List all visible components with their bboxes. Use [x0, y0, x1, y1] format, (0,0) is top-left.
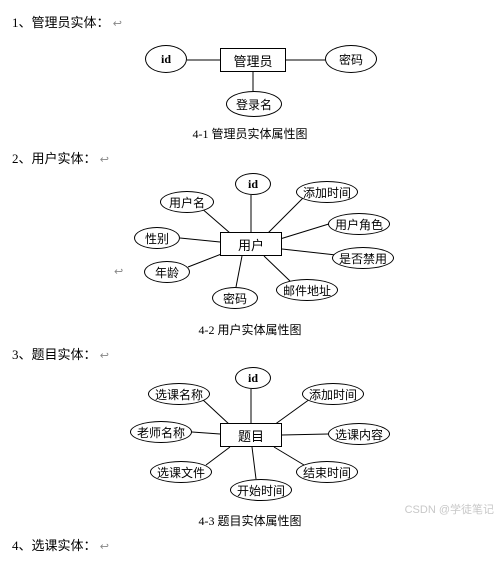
diagram-admin: 管理员 id 密码登录名 [90, 33, 410, 123]
attribute-oval: id [235, 173, 271, 195]
diagram-user: 用户 id 用户名性别年龄 ↩ 密码邮件地址 是否禁用 用户角色 添加时间 [80, 169, 420, 319]
section-title-1: 1、管理员实体： ↩ [12, 12, 488, 31]
sec4-title: 选课实体： [32, 538, 97, 553]
attribute-oval: 选课名称 [148, 383, 210, 405]
sec1-num: 1、 [12, 15, 32, 30]
section-title-2: 2、用户实体： ↩ [12, 148, 488, 167]
return-icon: ↩ [100, 541, 109, 553]
attribute-oval: 选课内容 [328, 423, 390, 445]
return-icon: ↩ [113, 18, 122, 30]
attribute-oval: 用户角色 [328, 213, 390, 235]
caption-2: 4-2 用户实体属性图 [12, 321, 488, 338]
entity-box: 管理员 [220, 48, 286, 72]
attribute-oval: 年龄 [144, 261, 190, 283]
sec2-title: 用户实体： [32, 151, 97, 166]
return-icon: ↩ [114, 265, 123, 278]
attribute-oval: 老师名称 [130, 421, 192, 443]
watermark: CSDN @学徒笔记 [405, 501, 494, 517]
attribute-oval: 开始时间 [230, 479, 292, 501]
attribute-oval: 结束时间 [296, 461, 358, 483]
caption-1: 4-1 管理员实体属性图 [12, 125, 488, 142]
attribute-oval: 性别 [134, 227, 180, 249]
attribute-oval: 密码 [212, 287, 258, 309]
entity-box: 题目 [220, 423, 282, 447]
sec2-num: 2、 [12, 151, 32, 166]
diagram-topic: 题目 id 选课名称老师名称选课文件开始时间结束时间 选课内容 添加时间 [80, 365, 420, 510]
section-title-4: 4、选课实体： ↩ [12, 535, 488, 554]
attribute-oval: 用户名 [160, 191, 214, 213]
sec1-title: 管理员实体： [32, 15, 110, 30]
section-title-3: 3、题目实体： ↩ [12, 344, 488, 363]
sec3-num: 3、 [12, 347, 32, 362]
attribute-oval: 邮件地址 [276, 279, 338, 301]
attribute-oval: 添加时间 [302, 383, 364, 405]
entity-box: 用户 [220, 232, 282, 256]
return-icon: ↩ [100, 154, 109, 166]
attribute-oval: 选课文件 [150, 461, 212, 483]
sec3-title: 题目实体： [32, 347, 97, 362]
sec4-num: 4、 [12, 538, 32, 553]
attribute-oval: 添加时间 [296, 181, 358, 203]
attribute-oval: id [145, 45, 187, 73]
attribute-oval: 登录名 [226, 91, 282, 117]
attribute-oval: id [235, 367, 271, 389]
attribute-oval: 是否禁用 [332, 247, 394, 269]
return-icon: ↩ [100, 350, 109, 362]
attribute-oval: 密码 [325, 45, 377, 73]
